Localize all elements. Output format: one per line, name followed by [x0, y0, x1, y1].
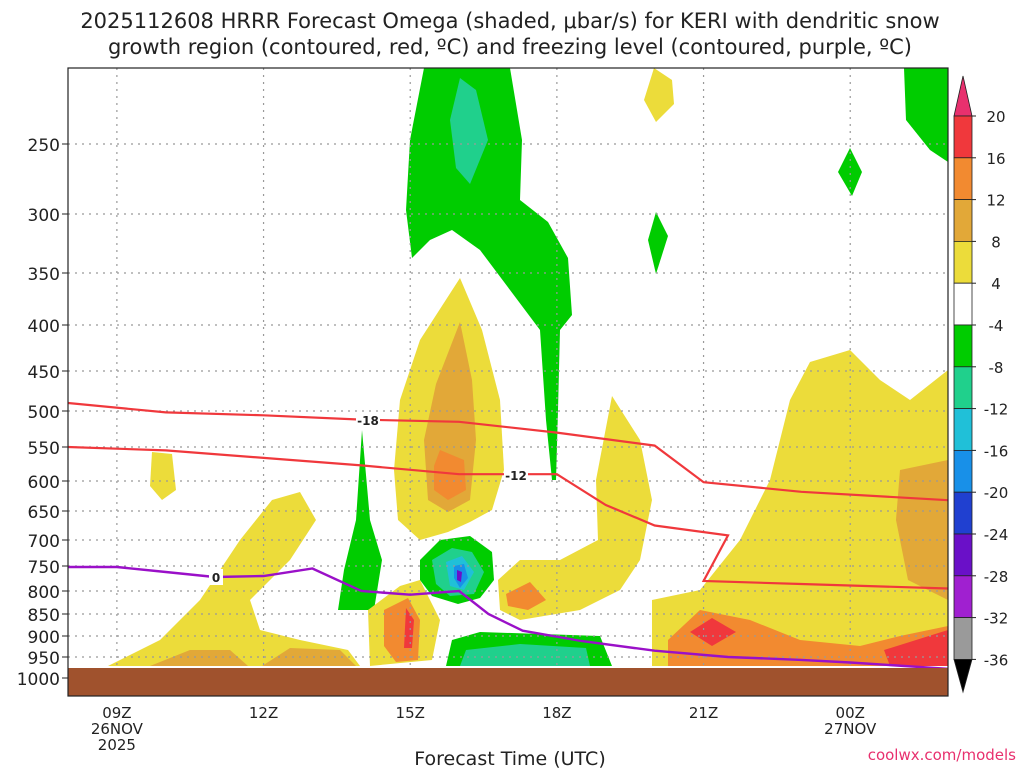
colorbar-swatch-4: [953, 240, 973, 284]
omega-region-teal-low: [460, 644, 590, 666]
y-tick-label-400: 400: [28, 317, 60, 337]
colorbar-label-3: 8: [991, 233, 1001, 251]
omega-region-yellow-right: [498, 396, 652, 620]
x-tick-label-24-0: 00Z: [836, 704, 865, 722]
colorbar-label-2: 12: [986, 192, 1005, 210]
x-axis-label: Forecast Time (UTC): [414, 748, 605, 768]
dgz-upper-label: -18: [357, 414, 379, 428]
freezing-label-group: 0: [209, 569, 223, 585]
omega-region-green-upper: [406, 68, 572, 480]
omega-region-purple-descent: [457, 570, 462, 582]
y-axis: 2503003504004505005506006507007508008509…: [17, 136, 68, 690]
x-tick-label-12-0: 12Z: [249, 704, 278, 722]
omega-region-green-spike: [338, 430, 382, 610]
plot-area: -18 -12 0: [68, 68, 948, 696]
colorbar-swatch-6: [953, 324, 973, 368]
colorbar-swatch-5: [953, 282, 973, 326]
colorbar-label-6: -8: [989, 359, 1004, 377]
omega-region-orange-low-left: [150, 650, 248, 666]
omega-region-yellow-small-left: [150, 452, 176, 500]
colorbar: 20 16 12 8 4 -4 -8 -12 -16 -20 -24 -28 -32 -36: [953, 75, 1009, 694]
colorbar-swatch-8: [953, 408, 973, 451]
x-tick-label-9-2: 2025: [98, 736, 136, 754]
y-tick-label-900: 900: [28, 628, 60, 648]
y-tick-label-600: 600: [28, 473, 60, 493]
dgz-lower-label-group: -12: [504, 467, 528, 483]
colorbar-label-11: -28: [984, 568, 1009, 586]
colorbar-swatch-2: [953, 157, 973, 201]
plot-border: [67, 67, 949, 697]
colorbar-label-8: -16: [984, 442, 1009, 460]
omega-region-green-small1: [838, 148, 862, 196]
omega-region-red-right-low: [884, 630, 948, 666]
colorbar-label-0: 20: [986, 108, 1005, 126]
y-tick-label-550: 550: [28, 439, 60, 459]
dgz-lower-label: -12: [505, 469, 527, 483]
omega-shading: [108, 68, 948, 666]
y-tick-label-350: 350: [28, 265, 60, 285]
chart-title-line2: growth region (contoured, red, ºC) and f…: [108, 35, 912, 59]
freezing-label: 0: [212, 571, 220, 585]
x-tick-label-9-0: 09Z: [102, 704, 131, 722]
dgz-upper-contour: [68, 401, 948, 502]
colorbar-swatch-1: [953, 115, 973, 159]
x-tick-label-15-0: 15Z: [396, 704, 425, 722]
colorbar-label-13: -36: [984, 651, 1009, 669]
colorbar-swatch-7: [953, 366, 973, 409]
colorbar-swatch-3: [953, 199, 973, 242]
ground-surface: [68, 668, 948, 696]
omega-region-orange-column-core: [434, 450, 466, 500]
colorbar-swatch-13: [953, 617, 973, 660]
colorbar-label-9: -20: [984, 484, 1009, 502]
omega-region-yellow-lower-left: [108, 492, 360, 666]
x-tick-label-9-1: 26NOV: [91, 720, 144, 738]
colorbar-label-12: -32: [984, 610, 1009, 628]
colorbar-swatch-11: [953, 533, 973, 577]
watermark: coolwx.com/models: [868, 746, 1016, 764]
colorbar-label-4: 4: [991, 275, 1001, 293]
y-tick-label-950: 950: [28, 649, 60, 669]
omega-region-orange-right-band: [668, 610, 948, 666]
chart-title-line1: 2025112608 HRRR Forecast Omega (shaded, …: [80, 9, 939, 33]
omega-region-red-core-mid: [404, 608, 414, 648]
y-tick-label-700: 700: [28, 532, 60, 552]
colorbar-label-1: 16: [986, 150, 1005, 168]
x-tick-label-18-0: 18Z: [542, 704, 571, 722]
dgz-upper-label-group: -18: [356, 412, 380, 428]
y-tick-label-250: 250: [28, 136, 60, 156]
y-tick-label-750: 750: [28, 558, 60, 578]
colorbar-swatch-9: [953, 449, 973, 493]
y-tick-label-800: 800: [28, 583, 60, 603]
x-tick-label-21-0: 21Z: [689, 704, 718, 722]
omega-region-red-right-core: [690, 618, 736, 646]
omega-region-teal-upper: [450, 78, 488, 184]
y-tick-label-1000: 1000: [17, 670, 60, 690]
omega-region-orange-far-right: [896, 460, 948, 600]
omega-region-orange-small-right: [506, 582, 546, 610]
omega-region-orange-low-left2: [262, 648, 356, 666]
omega-region-yellow-top: [644, 68, 674, 122]
freezing-level-contour: [68, 565, 948, 670]
dgz-lower-contour: [68, 445, 948, 590]
y-tick-label-650: 650: [28, 503, 60, 523]
colorbar-swatch-10: [953, 491, 973, 535]
colorbar-swatch-14: [953, 659, 973, 694]
omega-region-green-small2: [648, 212, 668, 274]
colorbar-label-5: -4: [989, 317, 1004, 335]
y-tick-label-500: 500: [28, 403, 60, 423]
colorbar-label-10: -24: [984, 526, 1009, 544]
colorbar-swatch-12: [953, 575, 973, 618]
x-tick-label-24-1: 27NOV: [824, 720, 877, 738]
colorbar-swatch-0: [953, 75, 973, 117]
colorbar-label-7: -12: [984, 401, 1009, 419]
y-tick-label-300: 300: [28, 206, 60, 226]
y-tick-label-850: 850: [28, 606, 60, 626]
omega-region-green-topright: [904, 68, 948, 162]
y-tick-label-450: 450: [28, 363, 60, 383]
